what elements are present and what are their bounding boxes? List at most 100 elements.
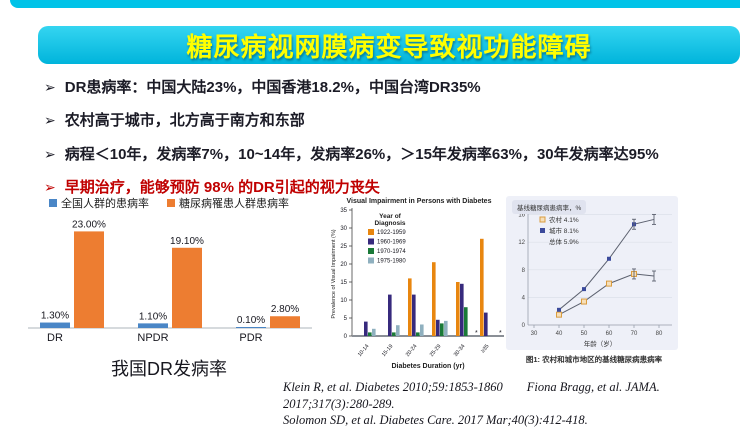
bar-chart-svg: 1.30% 23.00% DR 1.10% 19.10% NPDR 0.10% 2.80% PD… [28, 219, 312, 344]
chart-text: Diabetes Duration (yr) [391, 363, 464, 370]
bullet-item: ➢ 病程＜10年，发病率7%，10~14年，发病率26%，＞15年发病率63%，… [44, 145, 732, 165]
chart-text: 1922-1959 [377, 230, 406, 236]
bar [420, 324, 424, 336]
bar [372, 328, 376, 336]
title-banner: 糖尿病视网膜病变导致视功能障碍 [38, 26, 740, 64]
line-series [558, 273, 655, 316]
axis-unit-label: 基线糖尿病患病率，% [512, 200, 587, 214]
arrow-bullet-icon: ➢ [44, 178, 56, 195]
chart-text: 1.10% [139, 311, 167, 322]
bar [270, 316, 300, 328]
bar [368, 332, 372, 336]
citation: Solomon SD, et al. Diabetes Care. 2017 M… [283, 413, 588, 427]
chart-text: 70 [631, 331, 638, 337]
data-point [557, 307, 561, 312]
bar-plot-area: Visual Impairment in Persons with Diabet… [328, 194, 508, 389]
bar [408, 278, 412, 336]
bar [364, 321, 368, 336]
data-point [582, 287, 586, 292]
citations: Klein R, et al. Diabetes 2010;59:1853-18… [283, 379, 737, 429]
legend-swatch [368, 248, 374, 254]
slide: 糖尿病视网膜病变导致视功能障碍 ➢ DR患病率：中国大陆23%，中国香港18.2… [10, 0, 740, 427]
chart-text: 0 [344, 334, 348, 340]
chart-text: 60 [606, 331, 613, 337]
chart-text: 5 [344, 316, 348, 322]
chart-text: 1970-1974 [377, 249, 406, 255]
chart-text: 1975-1980 [377, 259, 406, 265]
bar-plot-area: 1.30% 23.00% DR 1.10% 19.10% NPDR 0.10% 2.80% PD… [16, 210, 322, 355]
chart-text: Year of [379, 213, 402, 220]
chart-text: 8 [522, 268, 526, 274]
chart-text: 城市 8.1% [549, 226, 579, 235]
bullet-list: ➢ DR患病率：中国大陆23%，中国香港18.2%，中国台湾DR35% ➢ 农村… [44, 78, 732, 198]
chart-china-dr-prevalence: 全国人群的患病率 糖尿病罹患人群患病率 1.30% 23.00% DR 1.10% 19… [16, 196, 322, 381]
legend-swatch-national [49, 199, 57, 207]
bullet-item: ➢ 早期治疗，能够预防 98% 的DR引起的视力丧失 [44, 178, 732, 198]
bullet-text: 农村高于城市，北方高于南方和东部 [64, 112, 305, 130]
chart-legend: 全国人群的患病率 糖尿病罹患人群患病率 [16, 196, 322, 210]
chart-text: 0.10% [237, 315, 265, 326]
bar [444, 320, 448, 336]
chart-text: 20-24 [405, 343, 419, 358]
bar [456, 282, 460, 336]
chart-text: 25-29 [429, 343, 443, 358]
citation-line: Solomon SD, et al. Diabetes Care. 2017 M… [283, 412, 737, 429]
bar [236, 327, 266, 328]
bullet-item: ➢ 农村高于城市，北方高于南方和东部 [44, 111, 732, 131]
bar [432, 262, 436, 336]
chart-text: 农村 4.1% [549, 215, 579, 224]
legend-swatch [540, 228, 545, 233]
legend-entry: 糖尿病罹患人群患病率 [167, 195, 289, 211]
data-point [581, 298, 587, 305]
chart-text: 10 [340, 298, 347, 304]
bar [416, 332, 420, 336]
chart-text: 2.80% [271, 304, 299, 315]
chart-text: 35 [340, 208, 347, 214]
chart-text: 16 [518, 213, 525, 219]
bar [396, 325, 400, 336]
legend-swatch [539, 216, 546, 223]
bullet-item: ➢ DR患病率：中国大陆23%，中国香港18.2%，中国台湾DR35% [44, 78, 732, 98]
chart-text: 30-34 [453, 343, 467, 358]
chart-text: ≥35 [480, 343, 490, 354]
line-chart-svg: 0 4 8 12 16 30 40 50 60 70 80 年龄（岁） 农村 4.1% 城市 8.1% 总体… [518, 213, 672, 348]
chart-text: 1960-1969 [377, 240, 406, 246]
chart-text: 15-19 [381, 343, 395, 358]
data-point [606, 280, 612, 287]
chart-text: 4 [522, 295, 526, 301]
bar [436, 319, 440, 336]
bullet-text: DR患病率：中国大陆23%，中国香港18.2%，中国台湾DR35% [64, 79, 481, 96]
top-accent-strip [10, 0, 740, 8]
bar [460, 283, 464, 336]
chart-text: 30 [531, 331, 538, 337]
chart-baseline-prevalence: 基线糖尿病患病率，% 0 4 8 12 16 30 40 50 60 70 80 年龄（岁） 农村 4.… [506, 196, 682, 365]
bullet-text: 早期治疗，能够预防 98% 的DR引起的视力丧失 [64, 178, 380, 196]
legend-entry: 全国人群的患病率 [49, 195, 149, 211]
chart-text: 80 [656, 331, 663, 337]
chart-text: 总体 5.9% [549, 237, 579, 246]
chart-text: 23.00% [72, 219, 106, 230]
chart-text: 1.30% [41, 311, 69, 322]
bar [40, 322, 70, 328]
legend-swatch [368, 238, 374, 245]
data-point [556, 311, 562, 318]
citation-line: Klein R, et al. Diabetes 2010;59:1853-18… [283, 379, 737, 412]
chart-text: PDR [239, 332, 262, 344]
chart-text: 19.10% [170, 236, 204, 247]
chart-visual-impairment: Visual Impairment in Persons with Diabet… [328, 194, 508, 384]
chart-text: 0 [522, 323, 526, 329]
bar [138, 323, 168, 328]
arrow-bullet-icon: ➢ [44, 145, 56, 162]
bar [388, 294, 392, 336]
citation: Klein R, et al. Diabetes 2010;59:1853-18… [283, 380, 503, 394]
bar-chart-svg: Visual Impairment in Persons with Diabet… [331, 198, 504, 370]
chart-text: Visual Impairment in Persons with Diabet… [347, 198, 492, 205]
chart-text: 12 [518, 240, 525, 246]
chart-text: 40 [556, 331, 563, 337]
bar [74, 231, 104, 328]
chart-text: Diagnosis [374, 220, 405, 227]
data-point [607, 256, 611, 261]
chart-panel: 基线糖尿病患病率，% 0 4 8 12 16 30 40 50 60 70 80 年龄（岁） 农村 4.… [506, 196, 678, 350]
chart-text: Prevalence of Visual Impairment (%) [331, 229, 337, 318]
chart-text: 50 [581, 331, 588, 337]
